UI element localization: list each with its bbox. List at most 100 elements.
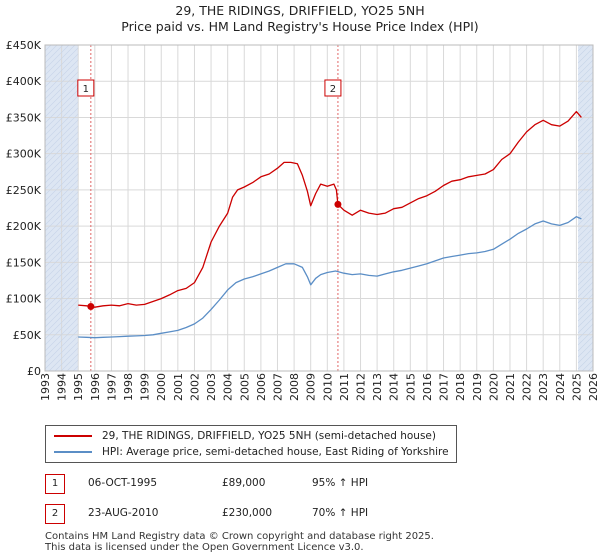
- footer-line-2: This data is licensed under the Open Gov…: [45, 542, 364, 553]
- x-tick-label: 2020: [487, 373, 500, 401]
- x-tick-label: 2009: [305, 373, 318, 401]
- shade-hatch: [45, 65, 79, 100]
- shade-hatch: [577, 131, 593, 148]
- sale-hpi-change: 95% ↑ HPI: [312, 477, 369, 489]
- x-tick-label: 2003: [205, 373, 218, 401]
- shade-hatch: [45, 143, 79, 178]
- shade-hatch: [577, 101, 593, 118]
- x-tick-label: 1999: [139, 373, 152, 401]
- sale-point: [87, 303, 95, 311]
- shade-hatch: [577, 245, 593, 262]
- x-tick-label: 1998: [122, 373, 135, 401]
- sale-badge-box: [77, 79, 95, 97]
- x-tick-label: 2017: [438, 373, 451, 401]
- shade-hatch: [45, 311, 79, 346]
- shade-hatch: [45, 233, 79, 268]
- x-tick-label: 2018: [454, 373, 467, 401]
- shade-hatch: [577, 281, 593, 298]
- shade-hatch: [577, 209, 593, 226]
- shade-hatch: [45, 245, 79, 280]
- shade-hatch: [577, 251, 593, 268]
- chart-title: 29, THE RIDINGS, DRIFFIELD, YO25 5NH: [175, 3, 425, 18]
- shade-hatch: [45, 197, 79, 232]
- sale-price: £89,000: [222, 477, 266, 489]
- shade-hatch: [577, 317, 593, 334]
- shade-hatch: [577, 161, 593, 178]
- shade-hatch: [45, 299, 79, 334]
- hpi-line: [78, 216, 582, 339]
- x-tick-label: 2005: [238, 373, 251, 401]
- x-tick-label: 2024: [554, 373, 567, 401]
- x-tick-label: 2011: [338, 373, 351, 401]
- legend-swatch-property: [54, 435, 92, 437]
- x-tick-label: 2022: [521, 373, 534, 401]
- shade-hatch: [577, 191, 593, 208]
- y-tick-label: £50K: [13, 329, 42, 342]
- shade-hatch: [577, 125, 593, 142]
- legend-swatch-hpi: [54, 451, 92, 453]
- x-tick-label: 2004: [222, 373, 235, 401]
- shade-hatch: [577, 179, 593, 196]
- x-tick-label: 2014: [388, 373, 401, 401]
- x-tick-label: 2019: [471, 373, 484, 401]
- footer-credits: Contains HM Land Registry data © Crown c…: [45, 531, 434, 553]
- shade-hatch: [45, 239, 79, 274]
- x-tick-label: 1995: [72, 373, 85, 401]
- shade-hatch: [45, 263, 79, 298]
- y-tick-label: £300K: [6, 148, 42, 161]
- x-tick-label: 2008: [288, 373, 301, 401]
- shade-hatch: [577, 311, 593, 328]
- shade-hatch: [45, 45, 64, 64]
- shade-hatch: [577, 287, 593, 304]
- shade-hatch: [577, 227, 593, 244]
- shade-hatch: [577, 167, 593, 184]
- x-tick-label: 1994: [56, 373, 69, 401]
- x-tick-label: 2023: [537, 373, 550, 401]
- shade-hatch: [45, 131, 79, 166]
- shade-hatch: [45, 45, 76, 76]
- x-tick-label: 2021: [504, 373, 517, 401]
- x-tick-label: 2001: [172, 373, 185, 401]
- sale-badge: 2: [45, 504, 65, 524]
- x-tick-label: 1997: [105, 373, 118, 401]
- x-tick-label: 1996: [89, 373, 102, 401]
- legend-label-hpi: HPI: Average price, semi-detached house,…: [102, 446, 449, 458]
- shade-hatch: [45, 227, 79, 262]
- shade-hatch: [577, 45, 585, 52]
- sale-badge-box: [324, 79, 342, 97]
- y-tick-label: £0: [27, 365, 41, 378]
- shade-hatch: [54, 347, 79, 371]
- shade-hatch: [577, 137, 593, 154]
- shade-hatch: [577, 77, 593, 94]
- shade-hatch: [45, 293, 79, 328]
- x-tick-label: 2000: [155, 373, 168, 401]
- chart-subtitle: Price paid vs. HM Land Registry's House …: [121, 19, 479, 34]
- shade-hatch: [45, 281, 79, 316]
- x-tick-label: 2007: [271, 373, 284, 401]
- shade-hatch: [45, 149, 79, 184]
- shade-hatch: [45, 305, 79, 340]
- shade-hatch: [577, 239, 593, 256]
- plot-area: [45, 45, 593, 371]
- shade-hatch: [45, 119, 79, 154]
- shade-hatch: [45, 161, 79, 196]
- sale-badge: 1: [45, 474, 65, 494]
- y-tick-label: £400K: [6, 75, 42, 88]
- shade-hatch: [577, 113, 593, 130]
- sale-date: 06-OCT-1995: [88, 477, 157, 489]
- shade-hatch: [577, 197, 593, 214]
- shade-hatch: [578, 45, 579, 46]
- shade-hatch: [577, 353, 593, 370]
- shade-hatch: [577, 299, 593, 316]
- sale-hpi-change: 70% ↑ HPI: [312, 507, 369, 519]
- shade-hatch: [45, 45, 70, 70]
- shade-hatch: [45, 77, 79, 112]
- shade-hatch: [45, 89, 79, 124]
- sale-point: [334, 200, 342, 208]
- y-tick-label: £250K: [6, 184, 42, 197]
- shade-hatch: [45, 173, 79, 208]
- shade-hatch: [577, 173, 593, 190]
- x-tick-label: 2012: [355, 373, 368, 401]
- shade-hatch: [577, 65, 593, 82]
- shade-hatch: [45, 45, 46, 46]
